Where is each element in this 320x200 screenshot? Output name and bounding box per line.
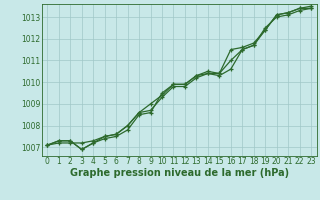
X-axis label: Graphe pression niveau de la mer (hPa): Graphe pression niveau de la mer (hPa) (70, 168, 289, 178)
